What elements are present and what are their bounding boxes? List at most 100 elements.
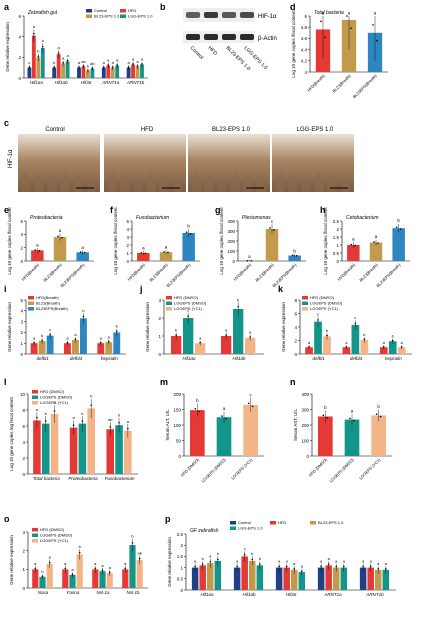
bar [32, 569, 39, 588]
x-category-label: ARNT1a [323, 592, 342, 597]
significance-letter: a [278, 559, 281, 564]
data-point [34, 249, 37, 251]
legend-swatch [120, 9, 126, 13]
x-category-label: LGGEPS (DMSO) [200, 457, 227, 484]
bar [80, 318, 87, 354]
histology-villus [204, 174, 214, 192]
legend-label: HFD [128, 8, 136, 13]
bar [195, 343, 206, 354]
significance-letter: a [136, 59, 139, 64]
significance-letter: a [286, 559, 289, 564]
y-tick-label: 0.5 [177, 577, 184, 582]
significance-letter: a [49, 555, 52, 560]
legend-swatch [32, 401, 38, 405]
y-tick-label: 1.5 [333, 235, 340, 240]
x-category-label: BL23(Breath) [254, 262, 275, 283]
blot-lane-hfd: HFD [207, 45, 219, 57]
significance-letter: a [377, 561, 380, 566]
data-point [102, 66, 105, 68]
chart-panel-l: 0 2 4 6 8 10 Log 10 gene copies /ng fecal cont… [9, 389, 138, 481]
significance-letter: a [94, 561, 97, 566]
data-point [379, 415, 382, 418]
bar [392, 228, 405, 261]
chart-title: Zebrafish gut [27, 10, 58, 16]
significance-letter: b [79, 544, 82, 549]
bar [99, 571, 106, 588]
bar [86, 70, 90, 78]
y-tick-label: 0 [158, 352, 161, 357]
bar [110, 67, 115, 78]
legend-swatch [32, 528, 38, 532]
bar [105, 342, 113, 354]
histology-title-hfd: HFD [141, 127, 154, 133]
data-point [225, 334, 227, 336]
data-point [83, 251, 86, 254]
histology-title-bl23: BL23-EPS 1.0 [212, 127, 251, 133]
panel-letter-k: k [278, 284, 284, 294]
data-point [377, 242, 379, 244]
y-axis-label: Gene relative expression [167, 537, 172, 587]
chart-title: GF zebrafish [190, 528, 219, 534]
bar [171, 336, 182, 354]
chart-title: Plesiomonas [242, 215, 271, 221]
y-axis-label: Gene relative expression [9, 535, 14, 585]
y-tick-label: 0 [22, 586, 25, 591]
bar [233, 309, 244, 354]
bar [87, 408, 95, 474]
y-tick-label: 4.2 [301, 59, 308, 64]
data-point [41, 45, 44, 48]
significance-letter: a [209, 554, 212, 559]
y-axis-label: Serum AST, U/L [293, 408, 298, 441]
significance-letter: b [82, 308, 85, 313]
significance-letter: a [370, 559, 373, 564]
histology-villus [34, 174, 44, 192]
legend-label: LGGEPS (DMSO) [40, 395, 73, 400]
y-tick-label: 400 [227, 219, 235, 224]
significance-letter: b [41, 569, 44, 574]
y-tick-label: 0 [178, 454, 181, 459]
significance-letter: a [127, 60, 130, 65]
panel-letters: a b d c e f g h i j k l m n o p [4, 2, 326, 524]
x-category-label: LGGEPS (DMSO) [328, 457, 355, 484]
histology-villus [120, 174, 130, 192]
significance-letter: a [223, 406, 226, 411]
panel-letter-f: f [110, 205, 114, 215]
significance-letter: b [45, 411, 48, 416]
data-point [324, 36, 326, 39]
data-point [395, 226, 398, 229]
y-tick-label: 2.5 [333, 219, 340, 224]
panel-letter-h: h [320, 205, 326, 215]
data-point [237, 305, 239, 308]
bar [288, 255, 301, 261]
data-point [243, 553, 246, 556]
bar [33, 420, 41, 474]
y-tick-label: 2 [180, 543, 183, 548]
chart-panel-a: 0 2 4 6 Gene relative expression Zebrafish gu… [5, 8, 153, 85]
y-tick-label: 0 [180, 588, 183, 593]
y-tick-label: 0 [294, 352, 297, 357]
data-point [33, 341, 35, 344]
significance-letter: a [348, 11, 351, 16]
y-tick-label: 2 [336, 227, 339, 232]
x-category-label: defbl1 [37, 356, 50, 361]
chart-panel-k: 0 2 4 6 8 Gene relative expression a c b defbl1 a c… [281, 295, 412, 361]
bar [72, 339, 79, 354]
significance-letter: a [116, 58, 119, 63]
y-tick-label: 1 [180, 565, 183, 570]
bar [41, 423, 50, 474]
legend-swatch [32, 539, 38, 543]
y-axis-label: Log 10 gene copies /fecal content [7, 207, 12, 275]
histology-villus [217, 177, 227, 192]
y-tick-label: 8 [22, 408, 25, 413]
significance-letter: b [293, 248, 296, 253]
bar [340, 567, 348, 590]
bar [40, 48, 45, 78]
significance-letter: b [324, 405, 327, 410]
legend-swatch [86, 14, 92, 18]
histology-image [18, 134, 100, 192]
bar [359, 567, 367, 590]
y-tick-label: 1.5 [177, 554, 184, 559]
data-point [44, 420, 47, 422]
data-point [61, 236, 63, 239]
bar [298, 572, 306, 590]
